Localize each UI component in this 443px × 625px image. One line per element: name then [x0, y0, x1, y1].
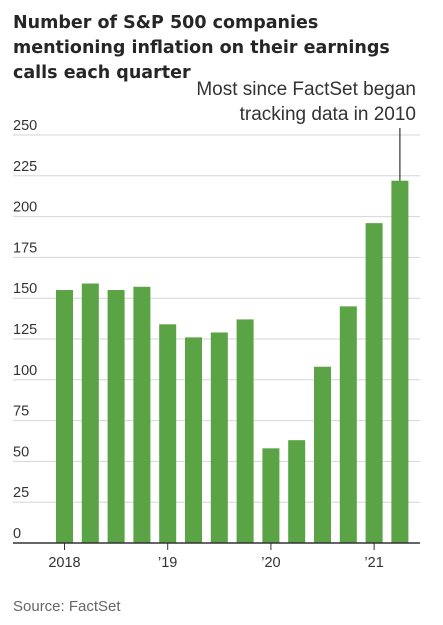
y-tick-label: 200: [13, 200, 37, 216]
y-tick-label: 0: [13, 526, 21, 542]
x-tick-label: ’19: [158, 555, 177, 571]
x-tick-label: ’21: [364, 555, 383, 571]
annotation-text: tracking data in 2010: [240, 104, 416, 125]
y-tick-label: 225: [13, 159, 37, 175]
source-note: Source: FactSet: [13, 598, 121, 615]
annotation-text: Most since FactSet began: [196, 79, 416, 100]
bars: [56, 180, 409, 544]
y-tick-label: 250: [13, 118, 37, 134]
y-tick-label: 175: [13, 240, 37, 256]
x-tick-label: ’20: [261, 555, 280, 571]
bar: [365, 223, 383, 544]
y-axis-tick-labels: 0 25 50 75 100 125 150 175 200 225 250: [13, 118, 37, 542]
bar: [288, 440, 306, 543]
y-tick-label: 25: [13, 485, 29, 501]
bar: [185, 337, 202, 543]
bar: [391, 180, 409, 544]
x-tick-label: 2018: [48, 555, 80, 571]
bar: [210, 332, 228, 543]
y-tick-label: 75: [13, 404, 29, 420]
bar: [314, 366, 331, 543]
bar: [236, 319, 254, 543]
y-tick-label: 150: [13, 281, 37, 297]
bar: [81, 283, 99, 543]
bar: [107, 290, 125, 543]
bar: [262, 448, 280, 543]
bar-chart: 0 25 50 75 100 125 150 175 200 225 250 2018 ’19 ’20 ’…: [13, 79, 420, 571]
y-tick-label: 125: [13, 322, 37, 338]
y-tick-label: 100: [13, 363, 37, 379]
chart-title: Number of S&P 500 companies mentioning i…: [13, 13, 390, 83]
bar: [56, 290, 73, 543]
x-axis: 2018 ’19 ’20 ’21: [13, 542, 420, 571]
bar: [133, 286, 151, 543]
annotation: Most since FactSet began tracking data in…: [196, 79, 416, 181]
bar: [339, 306, 357, 543]
bar: [159, 324, 177, 543]
y-tick-label: 50: [13, 444, 29, 460]
